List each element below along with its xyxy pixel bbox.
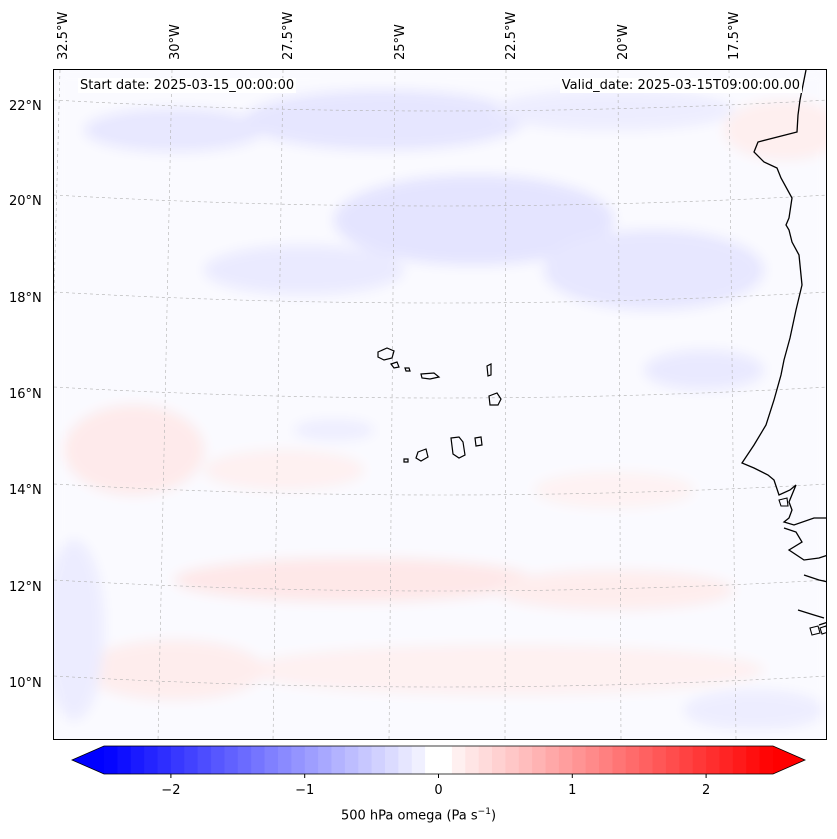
- colorbar-segment: [197, 746, 212, 774]
- colorbar-tick-label: −2: [161, 783, 181, 798]
- colorbar-outline: [71, 745, 806, 775]
- colorbar-segment: [277, 746, 292, 774]
- latitude-label: 16°N: [9, 387, 42, 402]
- colorbar-segment: [170, 746, 185, 774]
- colorbar-segment: [264, 746, 279, 774]
- colorbar-segment: [104, 746, 118, 774]
- colorbar-tick-label: −1: [295, 783, 315, 798]
- graticule: [54, 70, 826, 739]
- colorbar-segment: [719, 746, 734, 774]
- omega-field: [54, 70, 826, 739]
- colorbar-segment: [304, 746, 319, 774]
- colorbar-segment: [478, 746, 493, 774]
- colorbar-segment: [532, 746, 547, 774]
- longitude-label: 22.5°W: [504, 11, 519, 60]
- colorbar-segment: [679, 746, 694, 774]
- colorbar-segment: [599, 746, 613, 774]
- colorbar-segment: [505, 746, 520, 774]
- start-date-label: Start date: 2025-03-15_00:00:00: [78, 78, 297, 93]
- colorbar-segment: [291, 746, 306, 774]
- map-canvas: [54, 70, 826, 739]
- colorbar-extend-min: [72, 746, 104, 774]
- latitude-label: 10°N: [9, 676, 42, 691]
- colorbar-segment: [438, 746, 453, 774]
- colorbar-segment: [652, 746, 667, 774]
- colorbar-segment: [318, 746, 332, 774]
- colorbar: [71, 745, 806, 778]
- colorbar-segment: [465, 746, 480, 774]
- colorbar-label: 500 hPa omega (Pa s−1): [340, 807, 497, 824]
- latitude-label: 20°N: [9, 194, 42, 209]
- colorbar-segment: [492, 746, 506, 774]
- colorbar-segment: [518, 746, 533, 774]
- colorbar-segment: [639, 746, 654, 774]
- colorbar-segment: [612, 746, 627, 774]
- colorbar-segment: [371, 746, 386, 774]
- colorbar-segment: [759, 746, 774, 774]
- colorbar-segment: [706, 746, 720, 774]
- bijagos-islands: [778, 497, 826, 636]
- colorbar-segment: [425, 746, 439, 774]
- colorbar-segment: [411, 746, 426, 774]
- cape-verde-islands: [377, 347, 502, 463]
- colorbar-segment: [625, 746, 640, 774]
- colorbar-segment: [211, 746, 225, 774]
- colorbar-segment: [545, 746, 560, 774]
- longitude-label: 32.5°W: [56, 11, 71, 60]
- colorbar-segment: [692, 746, 707, 774]
- latitude-label: 14°N: [9, 483, 42, 498]
- africa-coastline: [741, 70, 826, 626]
- colorbar-segment: [398, 746, 413, 774]
- colorbar-segment: [117, 746, 132, 774]
- longitude-label: 17.5°W: [727, 11, 742, 60]
- colorbar-segment: [451, 746, 466, 774]
- colorbar-segment: [130, 746, 145, 774]
- colorbar-segment: [572, 746, 587, 774]
- colorbar-segment: [732, 746, 747, 774]
- colorbar-segment: [331, 746, 346, 774]
- colorbar-segment: [157, 746, 172, 774]
- longitude-label: 25°W: [393, 24, 408, 60]
- colorbar-segment: [384, 746, 399, 774]
- colorbar-segment: [585, 746, 600, 774]
- colorbar-tick-label: 2: [701, 783, 711, 798]
- colorbar-extend-max: [773, 746, 805, 774]
- colorbar-segment: [251, 746, 266, 774]
- colorbar-tick-label: 0: [434, 783, 443, 798]
- colorbar-segment: [144, 746, 159, 774]
- map-panel: Start date: 2025-03-15_00:00:00 Valid_da…: [53, 69, 827, 740]
- colorbar-segment: [237, 746, 252, 774]
- colorbar-segment: [224, 746, 239, 774]
- colorbar-segment: [665, 746, 680, 774]
- colorbar-segment: [746, 746, 761, 774]
- valid-date-label: Valid_date: 2025-03-15T09:00:00.00: [559, 78, 802, 93]
- longitude-label: 20°W: [616, 24, 631, 60]
- latitude-label: 22°N: [9, 99, 42, 114]
- longitude-label: 27.5°W: [281, 11, 296, 60]
- longitude-label: 30°W: [168, 24, 183, 60]
- colorbar-tick-label: 1: [568, 783, 577, 798]
- colorbar-segment: [558, 746, 573, 774]
- latitude-label: 18°N: [9, 291, 42, 306]
- latitude-label: 12°N: [9, 580, 42, 595]
- colorbar-segment: [358, 746, 373, 774]
- colorbar-segment: [184, 746, 199, 774]
- colorbar-segment: [344, 746, 359, 774]
